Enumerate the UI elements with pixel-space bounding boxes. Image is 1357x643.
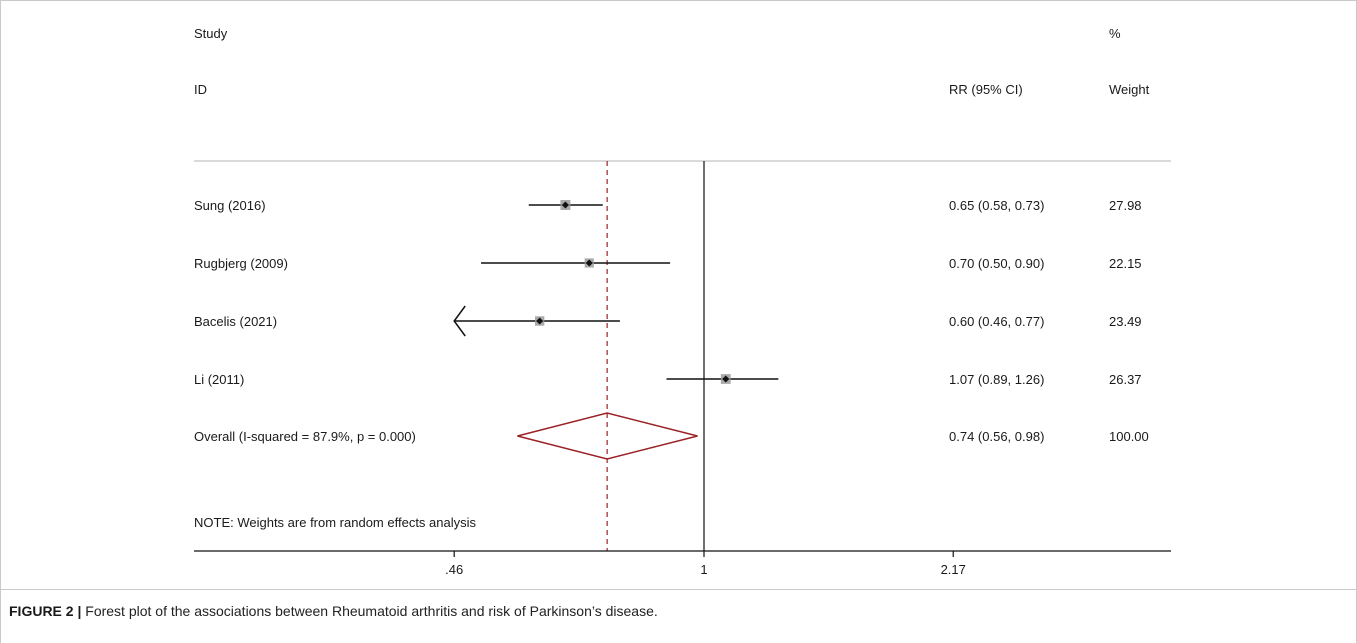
x-axis-ticks: .46 1 2.17 xyxy=(445,551,966,577)
caption-text: Forest plot of the associations between … xyxy=(81,603,658,619)
study-label: Sung (2016) xyxy=(194,198,266,213)
point-estimate-marker xyxy=(585,259,593,267)
study-row-bacelis-2021: Bacelis (2021) 0.60 (0.46, 0.77) 23.49 xyxy=(194,305,1142,337)
caption-area: FIGURE 2 | Forest plot of the associatio… xyxy=(1,589,1356,643)
overall-diamond xyxy=(517,412,698,460)
header-id: ID xyxy=(194,82,207,97)
overall-label: Overall (I-squared = 87.9%, p = 0.000) xyxy=(194,429,416,444)
ci-truncation-arrow xyxy=(453,305,466,337)
study-label: Li (2011) xyxy=(194,372,244,387)
header-weight: Weight xyxy=(1109,82,1150,97)
x-tick-label: 1 xyxy=(700,562,707,577)
x-tick-label: 2.17 xyxy=(941,562,966,577)
header-study: Study xyxy=(194,26,228,41)
ci-text: 0.70 (0.50, 0.90) xyxy=(949,256,1044,271)
ci-text: 1.07 (0.89, 1.26) xyxy=(949,372,1044,387)
header-rr-ci: RR (95% CI) xyxy=(949,82,1023,97)
study-row-rugbjerg-2009: Rugbjerg (2009) 0.70 (0.50, 0.90) 22.15 xyxy=(194,256,1142,271)
figure-caption: FIGURE 2 | Forest plot of the associatio… xyxy=(9,603,658,619)
weight-text: 22.15 xyxy=(1109,256,1142,271)
forest-plot: Study ID RR (95% CI) % Weight Sung (2016… xyxy=(194,26,1171,577)
point-estimate-marker xyxy=(722,375,730,383)
ci-text: 0.65 (0.58, 0.73) xyxy=(949,198,1044,213)
x-tick-label: .46 xyxy=(445,562,463,577)
weight-text: 26.37 xyxy=(1109,372,1142,387)
overall-weight-text: 100.00 xyxy=(1109,429,1149,444)
overall-row: Overall (I-squared = 87.9%, p = 0.000) 0.… xyxy=(194,412,1149,460)
caption-figure-label: FIGURE 2 | xyxy=(9,603,82,619)
header-percent: % xyxy=(1109,26,1121,41)
study-label: Rugbjerg (2009) xyxy=(194,256,288,271)
note-text: NOTE: Weights are from random effects an… xyxy=(194,515,477,530)
weight-text: 23.49 xyxy=(1109,314,1142,329)
study-label: Bacelis (2021) xyxy=(194,314,277,329)
weight-text: 27.98 xyxy=(1109,198,1142,213)
point-estimate-marker xyxy=(536,317,544,325)
point-estimate-marker xyxy=(561,201,569,209)
ci-text: 0.60 (0.46, 0.77) xyxy=(949,314,1044,329)
study-row-li-2011: Li (2011) 1.07 (0.89, 1.26) 26.37 xyxy=(194,372,1142,387)
plot-marks: Sung (2016) 0.65 (0.58, 0.73) 27.98 Rugbjer… xyxy=(194,161,1149,551)
study-row-sung-2016: Sung (2016) 0.65 (0.58, 0.73) 27.98 xyxy=(194,198,1142,213)
overall-ci-text: 0.74 (0.56, 0.98) xyxy=(949,429,1044,444)
